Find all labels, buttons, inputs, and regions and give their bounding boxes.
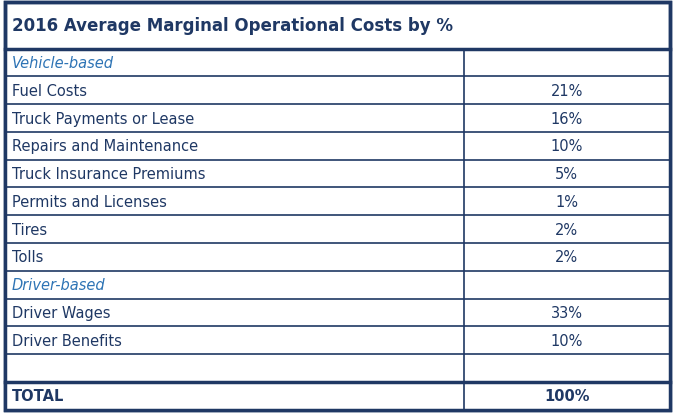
Text: 10%: 10% [551, 333, 583, 348]
Text: TOTAL: TOTAL [12, 388, 65, 404]
Text: 16%: 16% [551, 111, 583, 126]
Text: 100%: 100% [544, 388, 590, 404]
Text: 2016 Average Marginal Operational Costs by %: 2016 Average Marginal Operational Costs … [12, 17, 453, 36]
Text: Repairs and Maintenance: Repairs and Maintenance [12, 139, 198, 154]
Text: Driver Benefits: Driver Benefits [12, 333, 122, 348]
Text: Permits and Licenses: Permits and Licenses [12, 195, 167, 209]
Text: 10%: 10% [551, 139, 583, 154]
Bar [5, 327, 670, 354]
Bar [5, 354, 670, 382]
Text: Driver-based: Driver-based [12, 278, 106, 292]
Bar [5, 160, 670, 188]
Text: 2%: 2% [555, 222, 578, 237]
Text: 2%: 2% [555, 250, 578, 265]
Bar [5, 243, 670, 271]
Text: Fuel Costs: Fuel Costs [12, 83, 87, 98]
Text: Driver Wages: Driver Wages [12, 305, 110, 320]
Text: 1%: 1% [555, 195, 578, 209]
Text: Tires: Tires [12, 222, 47, 237]
Text: Truck Insurance Premiums: Truck Insurance Premiums [12, 167, 205, 182]
Text: 5%: 5% [555, 167, 578, 182]
Bar [5, 299, 670, 327]
Bar [5, 382, 670, 410]
Text: Truck Payments or Lease: Truck Payments or Lease [12, 111, 194, 126]
Bar [5, 105, 670, 133]
Bar [5, 50, 670, 77]
Text: 21%: 21% [551, 83, 583, 98]
Bar [5, 188, 670, 216]
Bar [5, 271, 670, 299]
Bar [5, 77, 670, 105]
Text: Vehicle-based: Vehicle-based [12, 56, 114, 71]
Bar [5, 133, 670, 160]
Bar [5, 216, 670, 243]
Text: Tolls: Tolls [12, 250, 43, 265]
Text: 33%: 33% [551, 305, 583, 320]
